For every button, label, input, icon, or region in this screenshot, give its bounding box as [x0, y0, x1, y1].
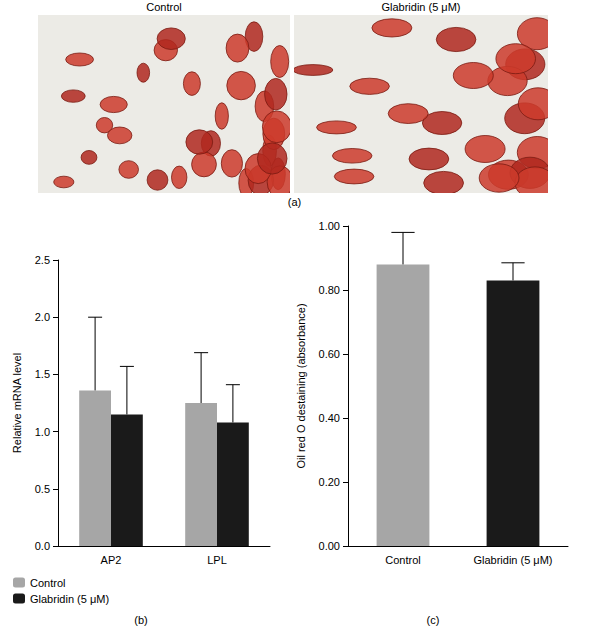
svg-text:0.0: 0.0 [35, 540, 50, 552]
svg-text:(c): (c) [427, 614, 440, 626]
svg-text:0.80: 0.80 [319, 284, 340, 296]
svg-text:0.5: 0.5 [35, 483, 50, 495]
svg-text:1.00: 1.00 [319, 220, 340, 232]
svg-text:(b): (b) [134, 614, 147, 626]
svg-text:Relative mRNA level: Relative mRNA level [11, 353, 23, 453]
html-text:Glabridin (5 μM): Glabridin (5 μM) [381, 1, 461, 13]
svg-text:2.0: 2.0 [35, 311, 50, 323]
svg-text:0.40: 0.40 [319, 412, 340, 424]
svg-text:Control: Control [30, 577, 65, 589]
svg-text:AP2: AP2 [101, 554, 122, 566]
svg-text:2.5: 2.5 [35, 254, 50, 266]
svg-text:Oil red O destaining (absorban: Oil red O destaining (absorbance) [295, 303, 307, 468]
svg-text:0.20: 0.20 [319, 476, 340, 488]
html-text:Control: Control [146, 1, 182, 13]
svg-text:Glabridin (5 μM): Glabridin (5 μM) [30, 593, 109, 605]
svg-text:1.5: 1.5 [35, 368, 50, 380]
svg-text:Control: Control [385, 554, 420, 566]
svg-text:1.0: 1.0 [35, 426, 50, 438]
svg-text:Glabridin (5 μM): Glabridin (5 μM) [473, 554, 552, 566]
svg-text:0.00: 0.00 [319, 540, 340, 552]
svg-text:LPL: LPL [207, 554, 227, 566]
html-text:(a): (a) [287, 196, 302, 208]
svg-text:0.60: 0.60 [319, 348, 340, 360]
